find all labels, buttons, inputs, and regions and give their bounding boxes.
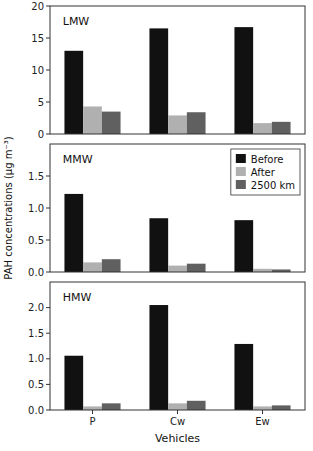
bar bbox=[83, 406, 102, 410]
panel-label: LMW bbox=[63, 15, 90, 28]
bar bbox=[102, 403, 121, 410]
legend-label: Before bbox=[251, 154, 284, 165]
bar bbox=[168, 403, 187, 410]
y-tick-label: 2.0 bbox=[28, 302, 44, 313]
panel-label: MMW bbox=[63, 153, 93, 166]
y-tick-label: 10 bbox=[31, 65, 44, 76]
y-tick bbox=[46, 176, 50, 177]
y-tick bbox=[46, 272, 50, 273]
bar bbox=[234, 344, 253, 410]
y-tick bbox=[46, 134, 50, 135]
y-tick bbox=[46, 38, 50, 39]
bar bbox=[168, 115, 187, 134]
legend-label: 2500 km bbox=[251, 180, 295, 191]
bar bbox=[149, 218, 168, 272]
y-tick-label: 0 bbox=[38, 129, 44, 140]
bar bbox=[168, 266, 187, 272]
bar bbox=[64, 51, 83, 134]
y-tick bbox=[46, 358, 50, 359]
x-tick bbox=[177, 410, 178, 414]
y-tick-label: 1.0 bbox=[28, 203, 44, 214]
bars bbox=[64, 194, 290, 272]
y-tick bbox=[46, 307, 50, 308]
y-tick bbox=[46, 384, 50, 385]
y-tick bbox=[46, 6, 50, 7]
y-tick-label: 1.0 bbox=[28, 353, 44, 364]
y-tick-label: 20 bbox=[31, 1, 44, 12]
bar bbox=[102, 112, 121, 134]
bar bbox=[272, 405, 291, 410]
y-tick bbox=[46, 208, 50, 209]
bar bbox=[187, 264, 206, 272]
bar bbox=[187, 401, 206, 410]
plot-frame bbox=[50, 144, 305, 272]
x-tick bbox=[92, 410, 93, 414]
bar bbox=[64, 194, 83, 272]
y-tick bbox=[46, 240, 50, 241]
y-tick bbox=[46, 410, 50, 411]
legend-swatch bbox=[236, 167, 246, 176]
y-axis-label: PAH concentrations (μg m⁻³) bbox=[3, 136, 14, 279]
legend: Before After 2500 km bbox=[231, 149, 300, 195]
panel: 0 5 10 15 20 LMW bbox=[31, 1, 305, 140]
series bbox=[102, 259, 291, 272]
chart: 0 5 10 15 20 LMW 0.0 0.5 1.0 1.5 MMW PAH concentrat… bbox=[0, 0, 313, 451]
series bbox=[102, 401, 291, 410]
bar bbox=[83, 106, 102, 134]
bar bbox=[234, 27, 253, 134]
bar bbox=[253, 123, 272, 134]
y-tick-label: 1.5 bbox=[28, 328, 44, 339]
y-tick-label: 0.5 bbox=[28, 379, 44, 390]
x-tick bbox=[262, 410, 263, 414]
bar bbox=[253, 406, 272, 410]
plot-frame bbox=[50, 6, 305, 134]
bar bbox=[64, 356, 83, 410]
series bbox=[64, 194, 253, 272]
series bbox=[83, 403, 272, 410]
y-tick bbox=[46, 70, 50, 71]
x-tick-label: Ew bbox=[255, 416, 270, 427]
y-tick-label: 0.0 bbox=[28, 267, 44, 278]
legend-swatch bbox=[236, 180, 246, 189]
series bbox=[102, 112, 291, 134]
x-axis-label: Vehicles bbox=[155, 432, 200, 445]
bar bbox=[102, 259, 121, 272]
panel: 0.0 0.5 1.0 1.5 MMW PAH concentrations (μg m⁻… bbox=[3, 136, 305, 279]
legend-swatch bbox=[236, 154, 246, 163]
panel-label: HMW bbox=[63, 291, 92, 304]
bar bbox=[272, 122, 291, 134]
x-tick-label: Cw bbox=[170, 416, 185, 427]
y-tick-label: 5 bbox=[38, 97, 44, 108]
y-tick-label: 0.5 bbox=[28, 235, 44, 246]
y-tick bbox=[46, 333, 50, 334]
y-tick-label: 0.0 bbox=[28, 405, 44, 416]
y-tick bbox=[46, 102, 50, 103]
bars bbox=[64, 27, 290, 134]
y-tick-label: 1.5 bbox=[28, 171, 44, 182]
panel: 0.0 0.5 1.0 1.5 2.0 P Cw Ew HMW Vehicles bbox=[28, 282, 305, 445]
y-tick-label: 15 bbox=[31, 33, 44, 44]
bar bbox=[149, 28, 168, 134]
series bbox=[83, 106, 272, 134]
series bbox=[64, 305, 253, 410]
series bbox=[64, 27, 253, 134]
bar bbox=[149, 305, 168, 410]
legend-label: After bbox=[251, 167, 276, 178]
bar bbox=[83, 262, 102, 272]
bar bbox=[234, 220, 253, 272]
bars bbox=[64, 305, 290, 410]
legend-frame bbox=[231, 149, 300, 195]
plot-frame bbox=[50, 282, 305, 410]
x-tick-label: P bbox=[89, 416, 95, 427]
bar bbox=[187, 112, 206, 134]
